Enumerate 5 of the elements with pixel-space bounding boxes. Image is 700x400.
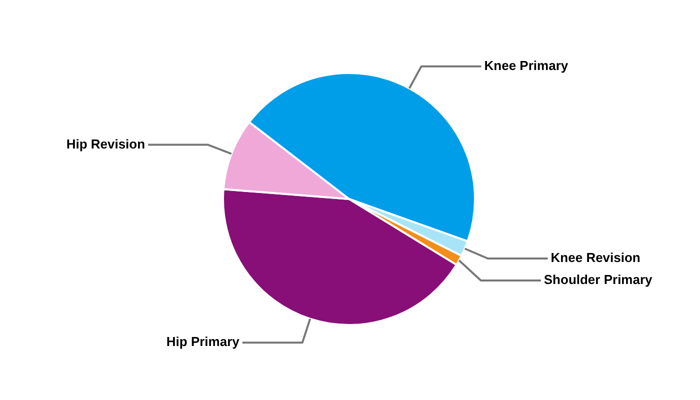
slice-label: Hip Revision xyxy=(66,136,146,152)
slice-label: Shoulder Primary xyxy=(544,272,654,288)
slice-label: Knee Revision xyxy=(550,250,640,266)
slice-label: Hip Primary xyxy=(166,334,240,350)
slice-label: Knee Primary xyxy=(484,58,569,74)
